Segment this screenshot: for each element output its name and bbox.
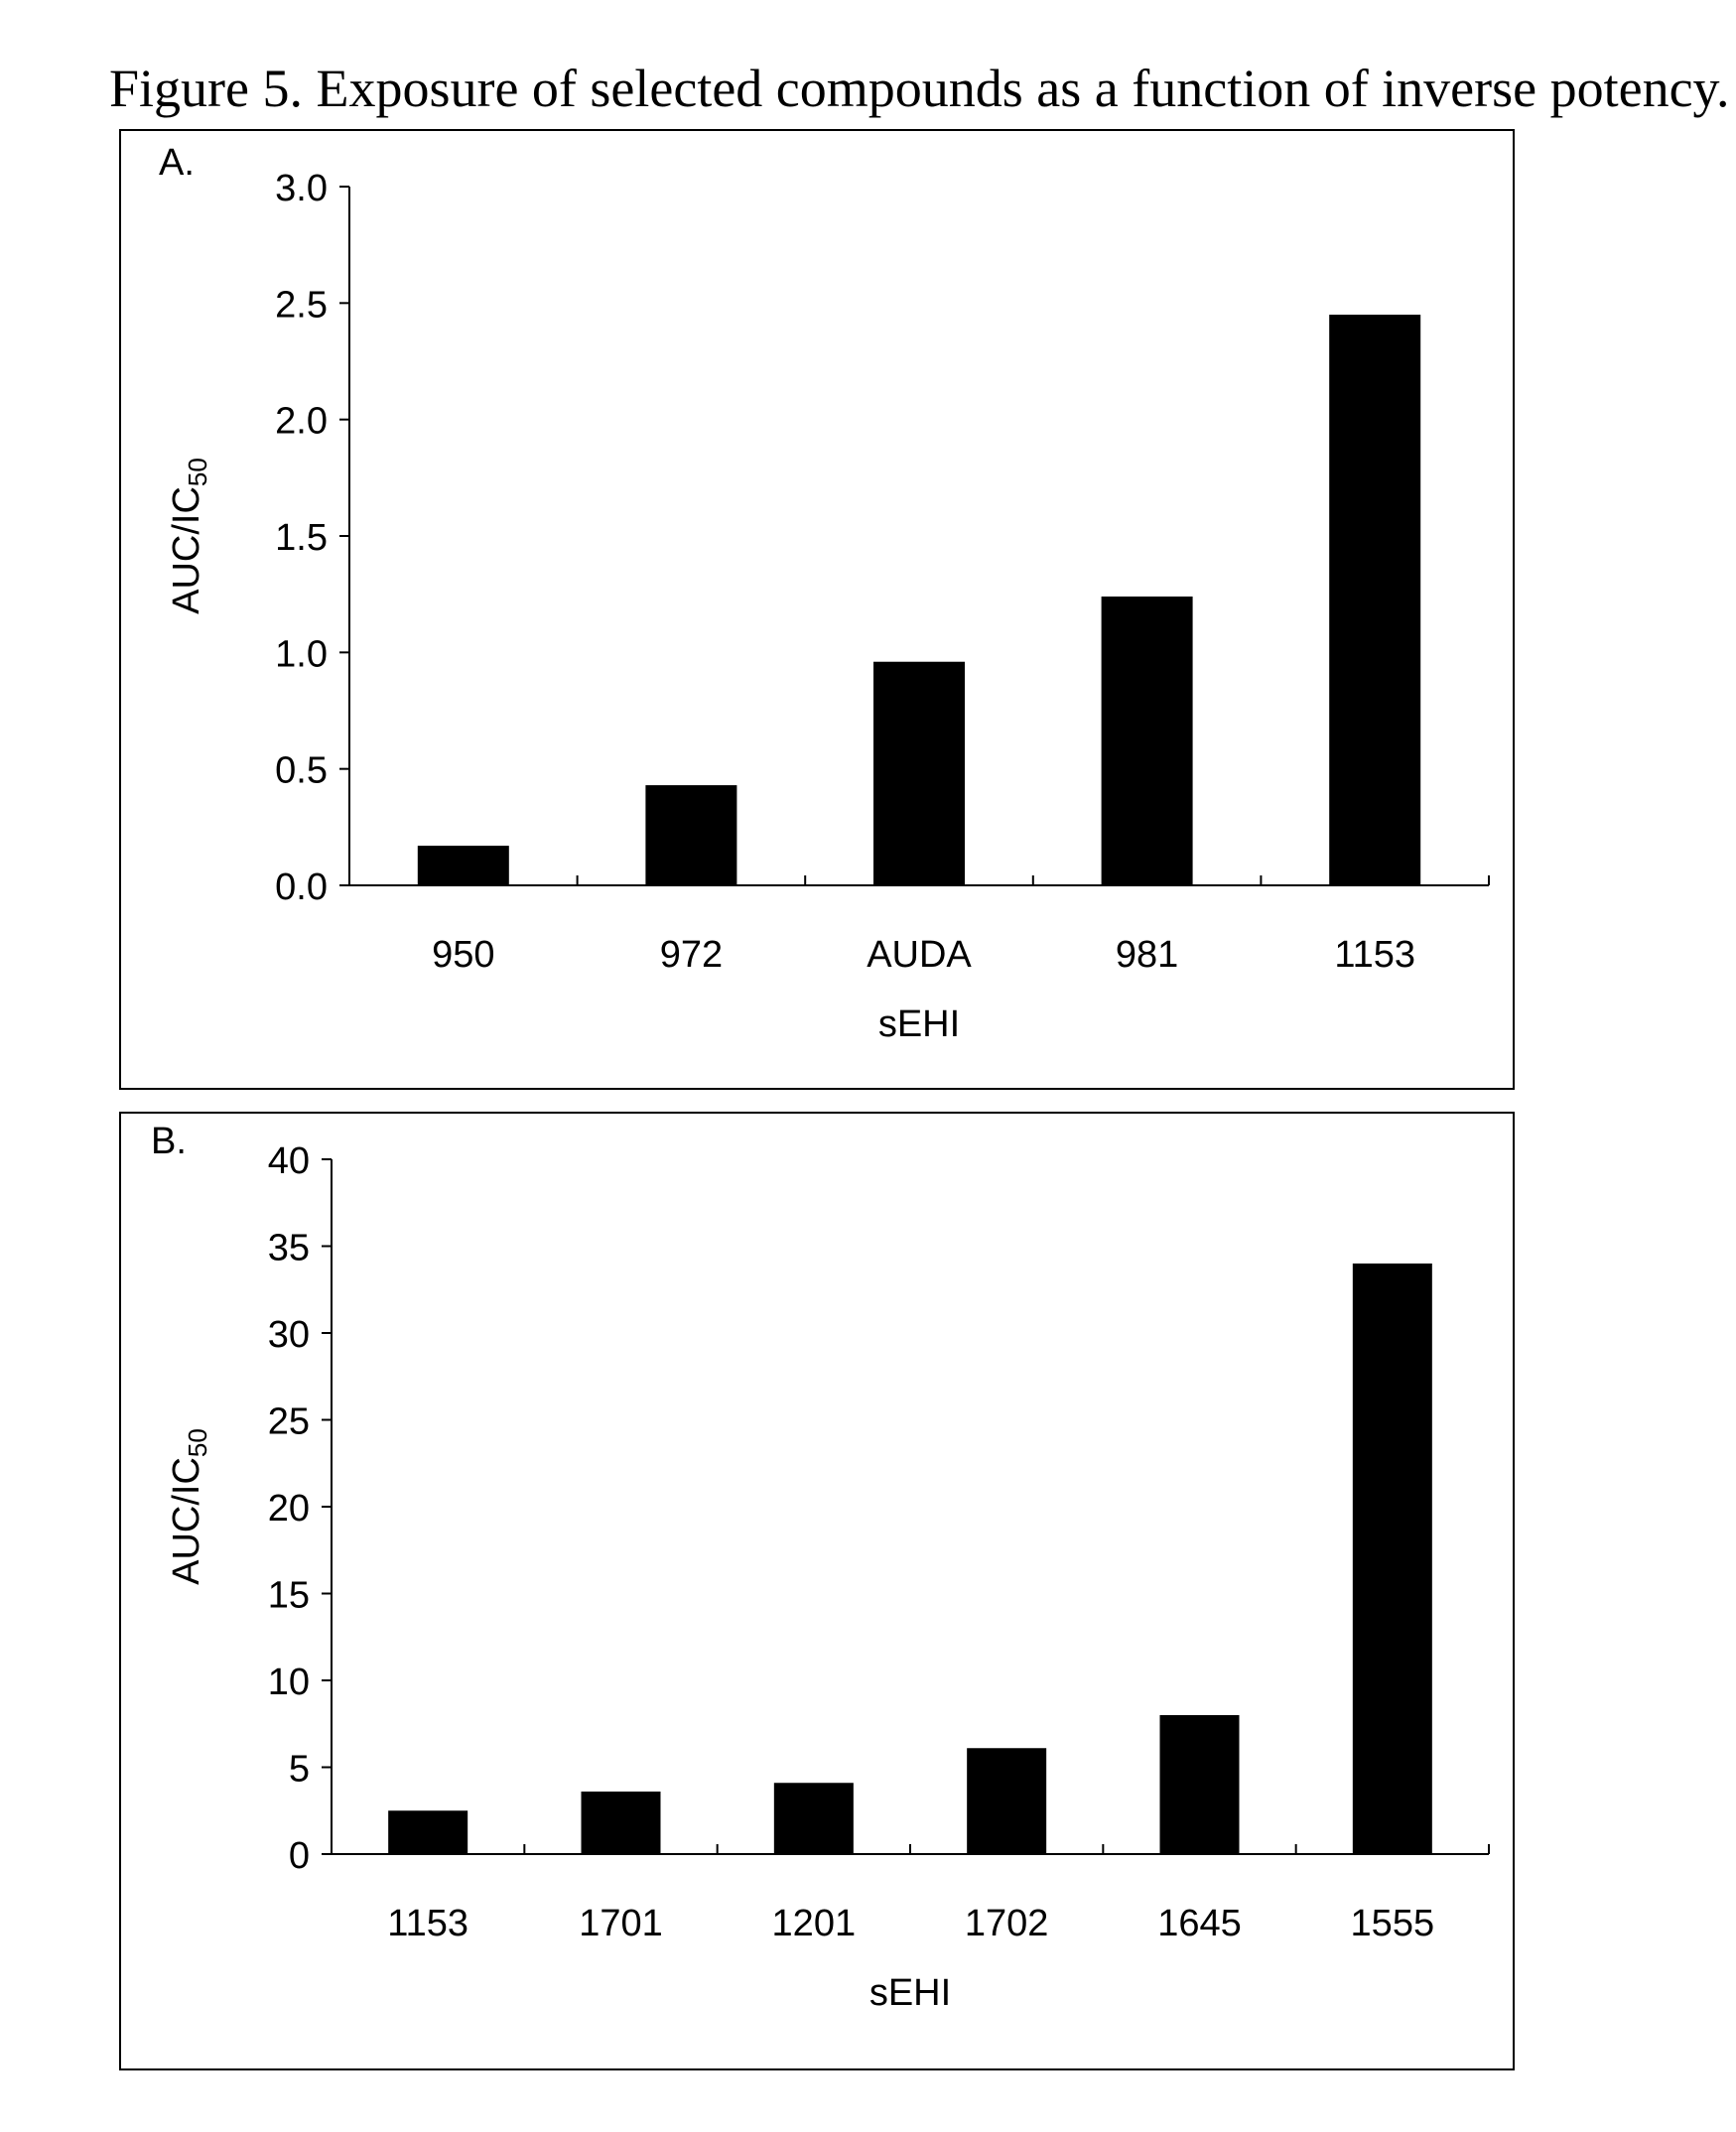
panel-b: B. 0 5 10 15 20 25 30 35 40 1153 1701 1201 1702 1645 15… — [119, 1112, 1515, 2070]
x-tick-label: 981 — [1116, 934, 1178, 976]
x-tick-label: AUDA — [867, 934, 972, 976]
x-tick-label: 1702 — [965, 1903, 1049, 1944]
bar-1153 — [1329, 315, 1420, 885]
y-tick-label: 20 — [268, 1488, 310, 1530]
y-tick-label: 2.5 — [275, 284, 328, 326]
x-tick-label: 1201 — [772, 1903, 857, 1944]
bar-950 — [418, 846, 509, 885]
bar-1702 — [967, 1748, 1046, 1854]
chart-b: B. 0 5 10 15 20 25 30 35 40 1153 1701 1201 1702 1645 15… — [121, 1114, 1513, 2068]
x-axis-label: sEHI — [878, 1003, 960, 1045]
x-tick-label: 1645 — [1157, 1903, 1242, 1944]
figure-caption: Figure 5. Exposure of selected compounds… — [109, 58, 1697, 119]
x-tick-label: 1153 — [387, 1903, 468, 1944]
y-tick-label: 0 — [289, 1835, 310, 1877]
bar-1645 — [1160, 1715, 1240, 1854]
y-tick-label: 0.0 — [275, 866, 328, 908]
panel-a: A. 0.0 0.5 1.0 1.5 2.0 2.5 3.0 950 972 AUDA 981 1153… — [119, 129, 1515, 1090]
y-tick-label: 5 — [289, 1749, 310, 1791]
bar-1153 — [388, 1810, 467, 1854]
y-tick-label: 15 — [268, 1575, 310, 1617]
y-tick-label: 40 — [268, 1140, 310, 1182]
y-tick-label: 30 — [268, 1314, 310, 1356]
x-axis-label: sEHI — [869, 1972, 951, 2014]
x-tick-label: 1153 — [1334, 934, 1415, 976]
bar-1555 — [1353, 1264, 1432, 1854]
y-tick-label: 35 — [268, 1228, 310, 1269]
x-tick-label: 950 — [432, 934, 494, 976]
x-tick-label: 972 — [660, 934, 723, 976]
y-axis-label: AUC/IC50 — [166, 458, 212, 614]
y-axis-label: AUC/IC50 — [166, 1428, 212, 1585]
bar-972 — [645, 785, 736, 885]
bar-AUDA — [873, 662, 965, 885]
panel-label: B. — [151, 1121, 187, 1162]
y-tick-label: 1.5 — [275, 517, 328, 559]
y-tick-label: 25 — [268, 1401, 310, 1443]
chart-a: A. 0.0 0.5 1.0 1.5 2.0 2.5 3.0 950 972 AUDA 981 1153… — [121, 131, 1513, 1088]
panel-label: A. — [159, 142, 195, 184]
bar-1701 — [582, 1792, 661, 1854]
y-tick-label: 1.0 — [275, 633, 328, 675]
x-tick-label: 1701 — [579, 1903, 663, 1944]
bar-981 — [1102, 597, 1193, 885]
y-tick-label: 2.0 — [275, 401, 328, 443]
y-tick-label: 10 — [268, 1662, 310, 1703]
y-tick-label: 3.0 — [275, 168, 328, 209]
y-tick-label: 0.5 — [275, 750, 328, 792]
x-tick-label: 1555 — [1351, 1903, 1435, 1944]
bar-1201 — [774, 1783, 854, 1854]
